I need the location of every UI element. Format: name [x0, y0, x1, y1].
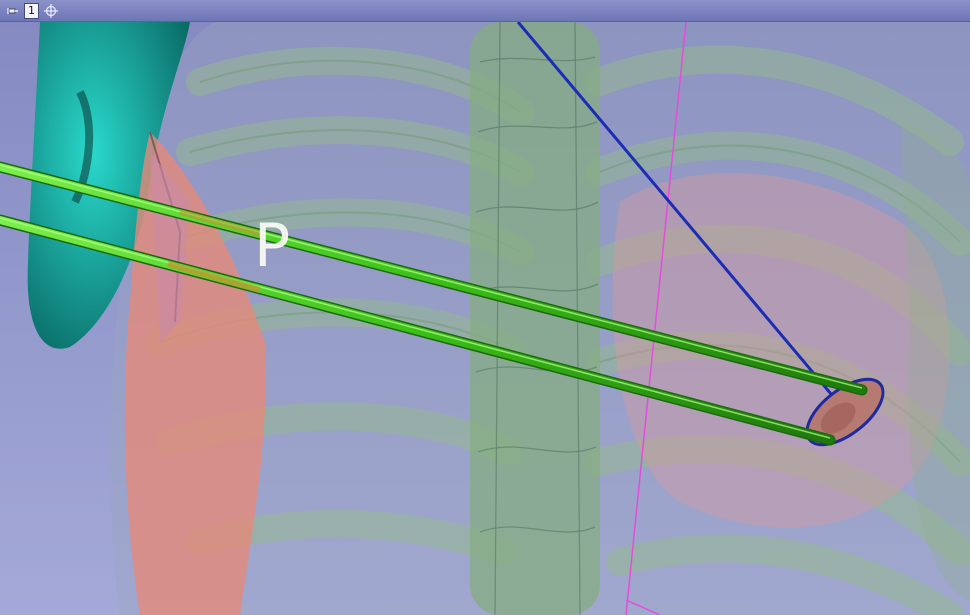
crosshair-icon[interactable] [43, 3, 59, 19]
3d-render-viewport[interactable]: P [0, 22, 970, 615]
orientation-marker: P [254, 216, 290, 276]
scapula [613, 173, 950, 528]
view-controller-bar[interactable]: 1 [0, 0, 970, 22]
view-number-label: 1 [24, 3, 39, 19]
pin-icon[interactable] [6, 4, 20, 18]
